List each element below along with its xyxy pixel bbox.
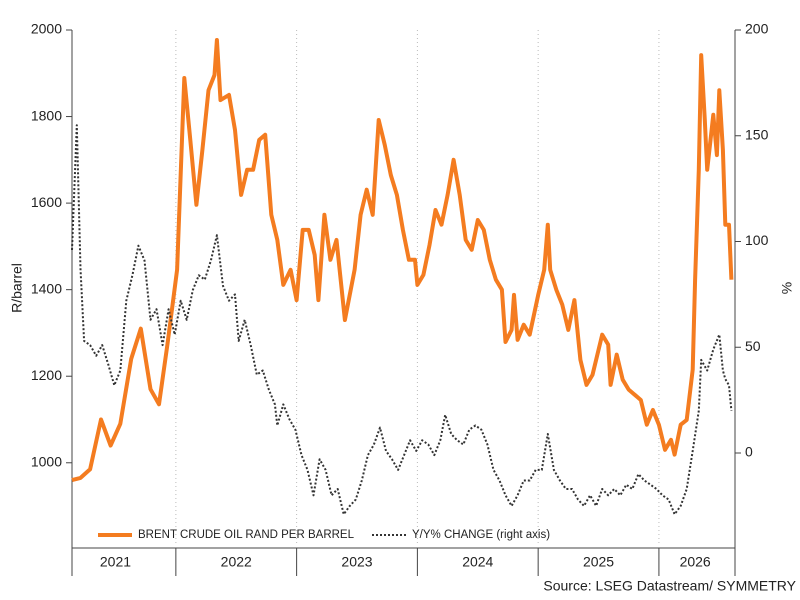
- y2-axis-title: %: [779, 282, 795, 294]
- x-tick-label: 2021: [100, 554, 131, 570]
- y2-tick-label: 150: [745, 126, 769, 142]
- x-tick-label: 2024: [462, 554, 493, 570]
- y2-tick-label: 50: [745, 338, 761, 354]
- y2-tick-label: 0: [745, 444, 753, 460]
- y-tick-label: 1400: [31, 280, 62, 296]
- source-note: Source: LSEG Datastream/ SYMMETRY: [543, 578, 796, 594]
- x-tick-label: 2022: [221, 554, 252, 570]
- series-line: [71, 124, 733, 516]
- y2-tick-label: 200: [745, 21, 769, 37]
- legend-label: Y/Y% CHANGE (right axis): [412, 529, 550, 541]
- y-tick-label: 1200: [31, 367, 62, 383]
- x-tick-label: 2023: [341, 554, 372, 570]
- y-axis-title: R/barrel: [9, 263, 25, 313]
- y-tick-label: 2000: [31, 21, 62, 37]
- x-tick-label: 2025: [583, 554, 614, 570]
- legend-label: BRENT CRUDE OIL RAND PER BARREL: [138, 529, 355, 541]
- x-tick-label: 2026: [680, 554, 711, 570]
- y2-tick-label: 100: [745, 232, 769, 248]
- y-tick-label: 1000: [31, 453, 62, 469]
- y-tick-label: 1600: [31, 194, 62, 210]
- series-line: [71, 38, 734, 483]
- y-tick-label: 1800: [31, 107, 62, 123]
